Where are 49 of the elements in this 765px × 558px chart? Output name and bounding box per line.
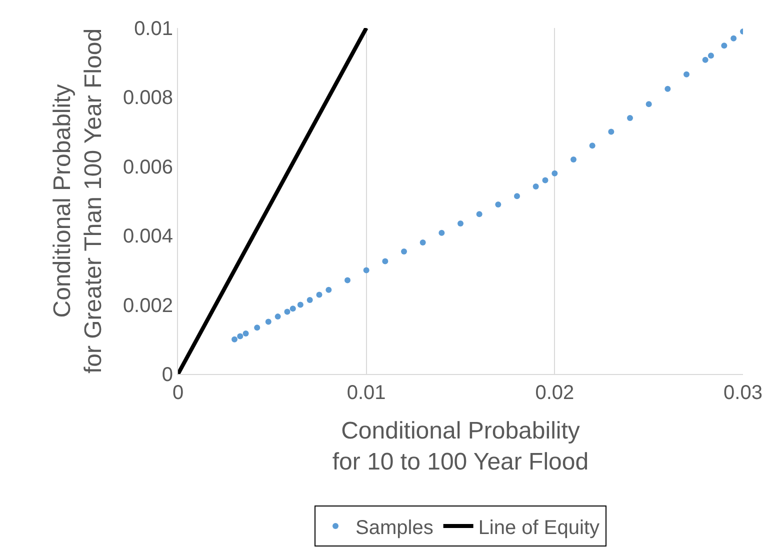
point	[326, 286, 332, 293]
point	[476, 211, 482, 218]
point	[495, 201, 502, 208]
point	[684, 71, 690, 78]
point	[274, 314, 281, 320]
point	[438, 230, 445, 236]
point	[532, 183, 539, 190]
point	[316, 292, 322, 298]
point	[237, 333, 244, 340]
y-tick-label: 0.008	[122, 87, 173, 110]
point	[420, 240, 426, 246]
legend-label: Line of Equity	[478, 516, 600, 539]
x-tick-label: 0.01	[346, 382, 386, 404]
point	[608, 128, 614, 135]
point	[702, 56, 708, 63]
point	[514, 193, 520, 200]
point	[458, 220, 464, 226]
y-tick-label: 0.002	[122, 294, 173, 317]
point	[290, 306, 296, 312]
point	[306, 296, 313, 303]
point	[363, 267, 370, 274]
point	[401, 248, 407, 255]
point	[664, 86, 671, 92]
point	[627, 114, 633, 121]
point	[382, 258, 388, 264]
x-tick-label: 0.03	[724, 382, 762, 404]
point	[570, 156, 576, 162]
y-tick-label: 0	[162, 364, 173, 386]
point	[646, 101, 652, 108]
point	[542, 177, 548, 184]
point	[232, 336, 238, 342]
point	[344, 277, 350, 284]
y-tick-label: 0.01	[134, 18, 173, 40]
point	[265, 318, 272, 325]
x-axis-title: Conditional Probability for 10 to 100 Year Flood	[332, 417, 589, 476]
x-tick-label: 0.02	[535, 382, 574, 404]
y-axis-title: Conditional Probablity for Greater Than 100 Year Flood	[48, 28, 108, 374]
point	[254, 324, 260, 331]
point	[730, 35, 737, 42]
point	[552, 170, 558, 176]
point	[297, 302, 304, 308]
point	[589, 142, 596, 149]
y-tick-label: 0.006	[122, 156, 173, 178]
point	[721, 42, 728, 49]
point	[708, 52, 714, 59]
point	[242, 330, 249, 337]
point	[284, 308, 290, 315]
legend-label: Samples	[356, 516, 434, 539]
y-tick-label: 0.004	[122, 226, 173, 248]
